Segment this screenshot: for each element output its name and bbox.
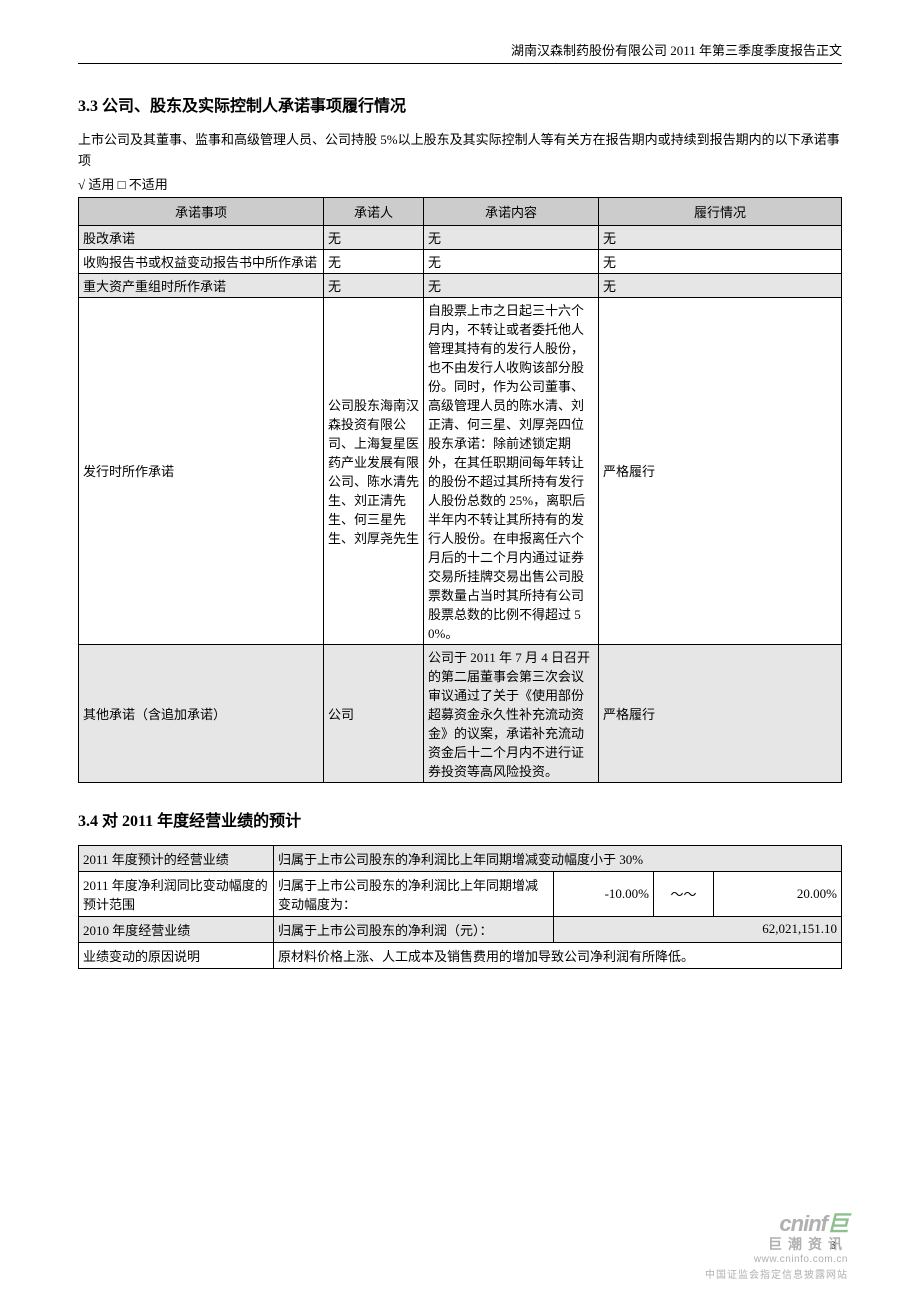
table-row: 股改承诺 无 无 无 [79,225,842,249]
cell: 无 [599,225,842,249]
table-header-row: 承诺事项 承诺人 承诺内容 履行情况 [79,197,842,225]
col-header: 承诺内容 [424,197,599,225]
cell: 严格履行 [599,297,842,644]
cell: 重大资产重组时所作承诺 [79,273,324,297]
cell: 收购报告书或权益变动报告书中所作承诺 [79,249,324,273]
cell: 无 [324,225,424,249]
cell: 无 [424,249,599,273]
logo-url: www.cninfo.com.cn [705,1254,848,1265]
cell-low: -10.00% [554,871,654,916]
cell-desc: 归属于上市公司股东的净利润（元）： [274,916,554,942]
cell: 无 [324,273,424,297]
section-3-3-title: 3.3 公司、股东及实际控制人承诺事项履行情况 [78,92,842,116]
cell: 无 [324,249,424,273]
cell: 发行时所作承诺 [79,297,324,644]
cell: 其他承诺（含追加承诺） [79,644,324,782]
cell: 公司于 2011 年 7 月 4 日召开的第二届董事会第三次会议审议通过了关于《… [424,644,599,782]
col-header: 承诺人 [324,197,424,225]
cell: 公司 [324,644,424,782]
forecast-table: 2011 年度预计的经营业绩 归属于上市公司股东的净利润比上年同期增减变动幅度小… [78,845,842,969]
cell: 无 [599,249,842,273]
table-row: 收购报告书或权益变动报告书中所作承诺 无 无 无 [79,249,842,273]
cell-desc: 归属于上市公司股东的净利润比上年同期增减变动幅度为： [274,871,554,916]
cell-high: 20.00% [714,871,842,916]
applicable-indicator: √ 适用 □ 不适用 [78,174,842,193]
table-row: 重大资产重组时所作承诺 无 无 无 [79,273,842,297]
cell-sep: ～～ [654,871,714,916]
cell-label: 2011 年度净利润同比变动幅度的预计范围 [79,871,274,916]
cell: 股改承诺 [79,225,324,249]
section-3-3-note: 上市公司及其董事、监事和高级管理人员、公司持股 5%以上股东及其实际控制人等有关… [78,130,842,172]
table-row: 2010 年度经营业绩 归属于上市公司股东的净利润（元）： 62,021,151… [79,916,842,942]
cell: 无 [599,273,842,297]
col-header: 承诺事项 [79,197,324,225]
cell: 无 [424,225,599,249]
table-row: 2011 年度净利润同比变动幅度的预计范围 归属于上市公司股东的净利润比上年同期… [79,871,842,916]
cell-label: 2010 年度经营业绩 [79,916,274,942]
cell: 无 [424,273,599,297]
section-3-4-title: 3.4 对 2011 年度经营业绩的预计 [78,807,842,831]
cell-value: 原材料价格上涨、人工成本及销售费用的增加导致公司净利润有所降低。 [274,942,842,968]
table-row: 2011 年度预计的经营业绩 归属于上市公司股东的净利润比上年同期增减变动幅度小… [79,845,842,871]
commitments-table: 承诺事项 承诺人 承诺内容 履行情况 股改承诺 无 无 无 收购报告书或权益变动… [78,197,842,783]
table-row: 发行时所作承诺 公司股东海南汉森投资有限公司、上海复星医药产业发展有限公司、陈水… [79,297,842,644]
cell-value: 归属于上市公司股东的净利润比上年同期增减变动幅度小于 30% [274,845,842,871]
cell-amount: 62,021,151.10 [554,916,842,942]
page-header: 湖南汉森制药股份有限公司 2011 年第三季度季度报告正文 [78,40,842,64]
cninfo-logo: cninf巨 巨潮资讯 www.cninfo.com.cn 中国证监会指定信息披… [705,1206,848,1281]
cell: 自股票上市之日起三十六个月内，不转让或者委托他人管理其持有的发行人股份，也不由发… [424,297,599,644]
col-header: 履行情况 [599,197,842,225]
cell-label: 业绩变动的原因说明 [79,942,274,968]
cell-label: 2011 年度预计的经营业绩 [79,845,274,871]
logo-brand-cn: 巨潮资讯 [705,1234,848,1254]
cell: 严格履行 [599,644,842,782]
cell: 公司股东海南汉森投资有限公司、上海复星医药产业发展有限公司、陈水清先生、刘正清先… [324,297,424,644]
table-row: 其他承诺（含追加承诺） 公司 公司于 2011 年 7 月 4 日召开的第二届董… [79,644,842,782]
logo-subtitle: 中国证监会指定信息披露网站 [705,1266,848,1281]
table-row: 业绩变动的原因说明 原材料价格上涨、人工成本及销售费用的增加导致公司净利润有所降… [79,942,842,968]
